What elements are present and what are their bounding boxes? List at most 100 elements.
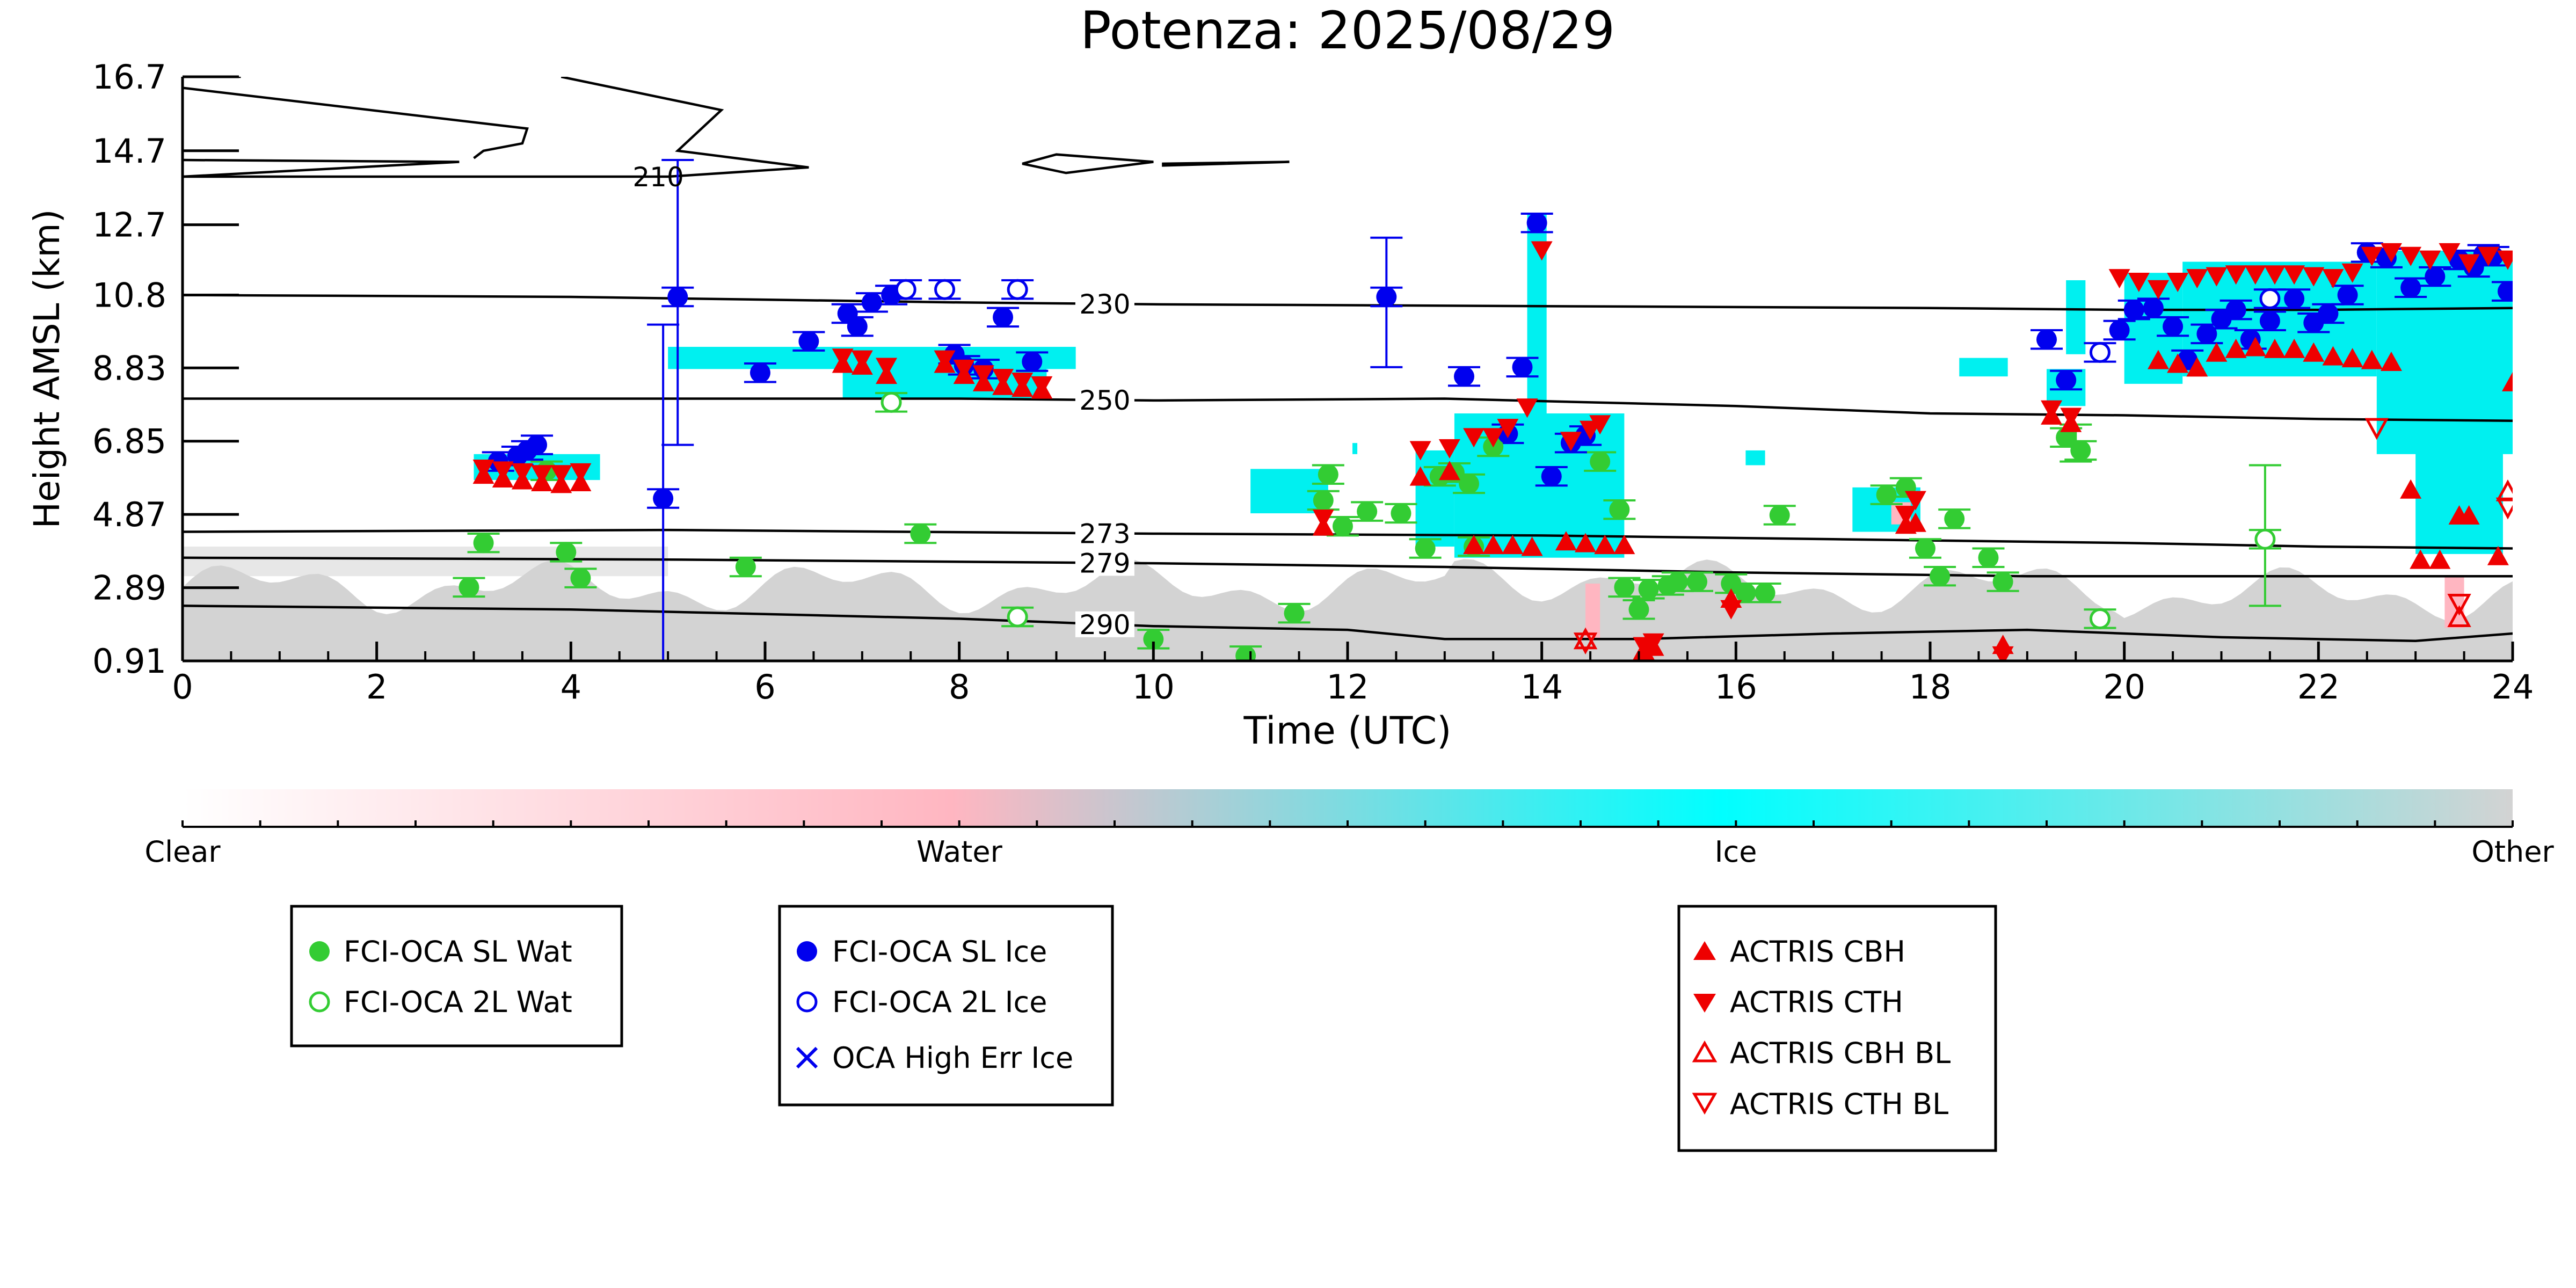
point (2337, 285, 2358, 305)
point (2041, 400, 2063, 420)
point (2495, 497, 2513, 520)
point (2186, 269, 2208, 289)
point (1521, 536, 1543, 556)
point (1482, 428, 1504, 448)
point (1642, 633, 1664, 653)
point (1391, 503, 1411, 524)
point (2283, 265, 2305, 285)
legend-marker-cbh (1693, 941, 1716, 960)
point (2303, 267, 2325, 287)
point (2089, 608, 2111, 629)
point (2425, 266, 2446, 287)
contour-label-279: 279 (1079, 548, 1130, 579)
point (876, 358, 898, 377)
point (1438, 461, 1460, 481)
point (1512, 356, 1533, 377)
point (749, 362, 770, 383)
contour-label-bg (1075, 611, 1134, 637)
contour-label-250: 250 (1079, 385, 1130, 416)
legend-marker-sl-wat (309, 941, 330, 962)
point (2322, 346, 2344, 366)
contour-210 (1022, 153, 1154, 174)
point (2109, 319, 2130, 340)
point (1992, 571, 2013, 592)
point (2439, 243, 2461, 263)
contour-250 (183, 397, 2513, 423)
point (1755, 583, 1775, 603)
contour-273 (183, 528, 2513, 550)
point (953, 359, 975, 379)
point (1614, 577, 1635, 598)
legend-label-sl-ice: FCI-OCA SL Ice (832, 935, 1047, 969)
x-tick-label: 14 (1520, 667, 1563, 707)
point (2447, 605, 2471, 627)
point (1143, 629, 1164, 650)
plot-area (183, 77, 2513, 661)
mask-ice-region (1352, 443, 1358, 454)
point (1735, 583, 1756, 603)
contour-label-bg (1075, 290, 1134, 317)
point (2206, 342, 2228, 362)
x-tick-label: 22 (2297, 667, 2340, 707)
point (2477, 246, 2499, 266)
contour-210 (1162, 161, 1290, 167)
mask-ice-region (1745, 450, 1765, 465)
point (2284, 288, 2305, 309)
point (1769, 505, 1790, 526)
point (881, 391, 902, 413)
legend-marker-2l-wat (309, 991, 330, 1013)
point (2303, 312, 2324, 333)
contour-label-bg (1075, 550, 1134, 576)
point (1573, 627, 1598, 650)
point (1594, 535, 1616, 555)
mask-ice-region (2066, 280, 2086, 354)
point (2341, 263, 2363, 283)
point (527, 434, 548, 455)
point (1575, 533, 1597, 552)
x-tick-label: 20 (2103, 667, 2145, 707)
point (1313, 490, 1334, 511)
point (2318, 303, 2339, 324)
legend-marker-sl-ice (797, 941, 817, 962)
x-tick-label: 18 (1909, 667, 1952, 707)
point (847, 316, 868, 337)
point (556, 542, 577, 563)
legend-label-2l-ice: FCI-OCA 2L Ice (832, 985, 1047, 1019)
colorbar-label-other: Other (2471, 835, 2554, 869)
mask-other-patch (183, 547, 668, 577)
contour-210 (183, 158, 460, 178)
y-tick-label: 10.8 (92, 276, 166, 315)
point (550, 465, 572, 485)
contour-label-290: 290 (1079, 609, 1130, 641)
contour-label-210: 210 (632, 162, 683, 193)
point (1409, 441, 1431, 461)
mask-ice-region (1959, 358, 2008, 377)
point (910, 523, 931, 544)
point (1454, 366, 1474, 387)
point (895, 279, 916, 300)
colorbar-label-ice: Ice (1715, 835, 1757, 869)
point (1590, 451, 1611, 472)
point (1031, 376, 1053, 396)
point (2400, 479, 2422, 499)
x-tick-label: 10 (1132, 667, 1175, 707)
point (1357, 501, 1378, 522)
point (2341, 348, 2363, 368)
point (2303, 342, 2325, 362)
point (851, 350, 873, 370)
point (1638, 579, 1659, 600)
point (1555, 531, 1577, 551)
point (2143, 297, 2164, 318)
x-tick-label: 8 (949, 667, 970, 707)
point (798, 331, 819, 352)
legend-water: FCI-OCA SL Wat FCI-OCA 2L Wat (290, 905, 623, 1047)
point (2497, 281, 2513, 302)
point (2259, 310, 2280, 331)
point (1930, 566, 1951, 587)
point (1376, 286, 1397, 307)
point (1944, 508, 1965, 529)
y-tick-label: 16.7 (92, 57, 166, 97)
point (2497, 250, 2513, 270)
